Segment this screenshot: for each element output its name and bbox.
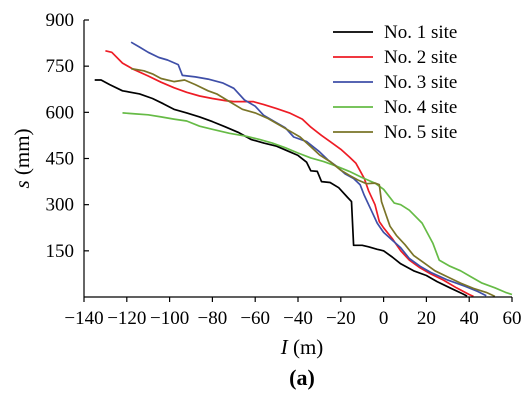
x-tick-label: −80 (198, 308, 228, 329)
y-axis-title-variable: s (10, 180, 34, 188)
y-tick-label: 450 (46, 149, 75, 170)
x-tick-label: −140 (64, 308, 103, 329)
legend-label-site-2: No. 2 site (384, 47, 457, 68)
y-axis-title-unit: (mm) (10, 128, 34, 180)
x-tick-label: −120 (107, 308, 146, 329)
x-tick-label: 0 (379, 308, 389, 329)
series-line-site-1 (94, 79, 468, 297)
x-axis-title-unit: (m) (288, 335, 324, 359)
x-axis-title: I (m) (280, 335, 324, 359)
x-tick-label: 40 (460, 308, 479, 329)
legend-label-site-1: No. 1 site (384, 22, 457, 43)
series-line-site-3 (130, 41, 487, 297)
series-line-site-2 (105, 49, 474, 298)
legend: No. 1 site No. 2 site No. 3 site No. 4 site… (333, 22, 457, 143)
y-axis-ticks: 150 300 450 600 750 900 (46, 10, 89, 262)
x-tick-label: −100 (150, 308, 189, 329)
x-tick-label: −40 (283, 308, 313, 329)
y-tick-label: 600 (46, 102, 75, 123)
x-tick-label: −60 (240, 308, 270, 329)
plot-area (94, 41, 513, 298)
y-tick-label: 900 (46, 10, 75, 31)
legend-label-site-3: No. 3 site (384, 72, 457, 93)
x-axis-ticks: −140 −120 −100 −80 −60 −40 −20 0 20 40 60 (64, 297, 522, 329)
y-axis-title: s (mm) (10, 128, 34, 188)
y-tick-label: 300 (46, 195, 75, 216)
series-line-site-4 (122, 112, 513, 296)
y-tick-label: 750 (46, 56, 75, 77)
x-tick-label: 60 (503, 308, 522, 329)
x-tick-label: −20 (326, 308, 356, 329)
series-line-site-5 (130, 67, 496, 298)
legend-label-site-5: No. 5 site (384, 122, 457, 143)
y-tick-label: 150 (46, 241, 75, 262)
x-axis-title-variable: I (280, 335, 289, 359)
legend-label-site-4: No. 4 site (384, 97, 457, 118)
figure-caption: (a) (289, 365, 315, 390)
x-tick-label: 20 (417, 308, 436, 329)
